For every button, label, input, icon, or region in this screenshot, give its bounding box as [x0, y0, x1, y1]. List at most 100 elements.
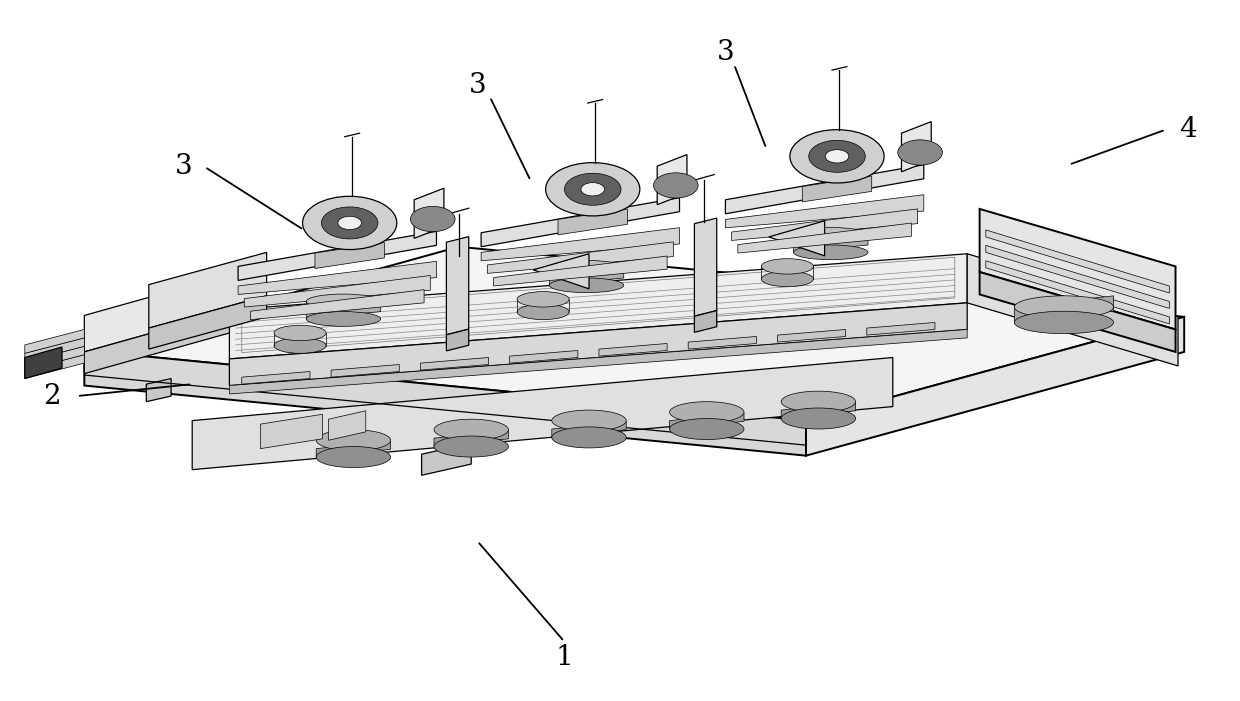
- Ellipse shape: [316, 447, 391, 468]
- Ellipse shape: [794, 245, 868, 260]
- Polygon shape: [25, 347, 62, 379]
- Polygon shape: [1014, 296, 1114, 322]
- Circle shape: [826, 150, 848, 163]
- Polygon shape: [510, 350, 578, 363]
- Ellipse shape: [549, 260, 624, 275]
- Polygon shape: [260, 414, 322, 449]
- Polygon shape: [599, 343, 667, 356]
- Ellipse shape: [1014, 296, 1114, 318]
- Polygon shape: [316, 441, 391, 457]
- Polygon shape: [244, 275, 430, 307]
- Circle shape: [790, 130, 884, 183]
- Polygon shape: [306, 294, 381, 319]
- Text: 3: 3: [717, 39, 734, 66]
- Circle shape: [303, 196, 397, 250]
- Polygon shape: [725, 165, 924, 214]
- Polygon shape: [242, 372, 310, 384]
- Polygon shape: [986, 230, 1169, 293]
- Polygon shape: [694, 218, 717, 316]
- Polygon shape: [901, 122, 931, 172]
- Ellipse shape: [761, 259, 813, 274]
- Polygon shape: [149, 296, 267, 349]
- Polygon shape: [867, 322, 935, 335]
- Ellipse shape: [306, 311, 381, 326]
- Polygon shape: [781, 402, 856, 418]
- Polygon shape: [777, 329, 846, 342]
- Ellipse shape: [274, 338, 326, 353]
- Polygon shape: [725, 195, 924, 228]
- Polygon shape: [25, 338, 84, 362]
- Polygon shape: [980, 209, 1176, 329]
- Polygon shape: [25, 329, 84, 353]
- Circle shape: [808, 140, 866, 172]
- Polygon shape: [229, 254, 967, 359]
- Polygon shape: [146, 379, 171, 402]
- Ellipse shape: [1014, 311, 1114, 334]
- Ellipse shape: [781, 408, 856, 429]
- Circle shape: [653, 172, 698, 198]
- Polygon shape: [738, 223, 911, 253]
- Circle shape: [339, 217, 362, 230]
- Circle shape: [410, 206, 455, 231]
- Polygon shape: [84, 311, 229, 374]
- Ellipse shape: [552, 410, 626, 431]
- Ellipse shape: [434, 436, 508, 457]
- Polygon shape: [694, 311, 717, 332]
- Ellipse shape: [670, 402, 744, 423]
- Polygon shape: [549, 260, 624, 285]
- Ellipse shape: [306, 294, 381, 308]
- Ellipse shape: [517, 292, 569, 307]
- Polygon shape: [84, 350, 806, 456]
- Polygon shape: [552, 421, 626, 437]
- Ellipse shape: [549, 278, 624, 293]
- Polygon shape: [769, 221, 825, 256]
- Polygon shape: [25, 355, 84, 379]
- Polygon shape: [688, 336, 756, 349]
- Ellipse shape: [670, 418, 744, 440]
- Polygon shape: [242, 257, 955, 353]
- Ellipse shape: [552, 427, 626, 448]
- Circle shape: [564, 173, 621, 205]
- Polygon shape: [986, 261, 1169, 324]
- Circle shape: [898, 139, 942, 165]
- Polygon shape: [657, 154, 687, 205]
- Polygon shape: [149, 252, 267, 328]
- Polygon shape: [84, 275, 229, 352]
- Polygon shape: [238, 231, 436, 280]
- Ellipse shape: [434, 419, 508, 440]
- Polygon shape: [446, 329, 469, 351]
- Polygon shape: [980, 272, 1176, 352]
- Polygon shape: [481, 198, 680, 247]
- Text: 4: 4: [1179, 116, 1197, 143]
- Text: 3: 3: [175, 154, 192, 180]
- Polygon shape: [420, 358, 489, 370]
- Text: 3: 3: [469, 72, 486, 99]
- Ellipse shape: [316, 430, 391, 451]
- Polygon shape: [558, 209, 627, 235]
- Polygon shape: [434, 430, 508, 447]
- Polygon shape: [238, 261, 436, 294]
- Polygon shape: [329, 411, 366, 440]
- Polygon shape: [481, 228, 680, 261]
- Text: 1: 1: [556, 644, 573, 671]
- Polygon shape: [414, 188, 444, 238]
- Text: 2: 2: [43, 383, 61, 409]
- Polygon shape: [494, 256, 667, 286]
- Circle shape: [546, 163, 640, 216]
- Polygon shape: [806, 317, 1184, 456]
- Polygon shape: [794, 227, 868, 252]
- Polygon shape: [192, 358, 893, 470]
- Ellipse shape: [781, 391, 856, 412]
- Ellipse shape: [517, 304, 569, 320]
- Polygon shape: [487, 242, 673, 273]
- Circle shape: [321, 207, 378, 239]
- Ellipse shape: [761, 271, 813, 287]
- Polygon shape: [986, 245, 1169, 308]
- Circle shape: [580, 182, 605, 196]
- Polygon shape: [802, 176, 872, 202]
- Polygon shape: [84, 247, 1184, 421]
- Ellipse shape: [274, 325, 326, 341]
- Polygon shape: [732, 209, 918, 240]
- Polygon shape: [25, 346, 84, 370]
- Polygon shape: [250, 290, 424, 320]
